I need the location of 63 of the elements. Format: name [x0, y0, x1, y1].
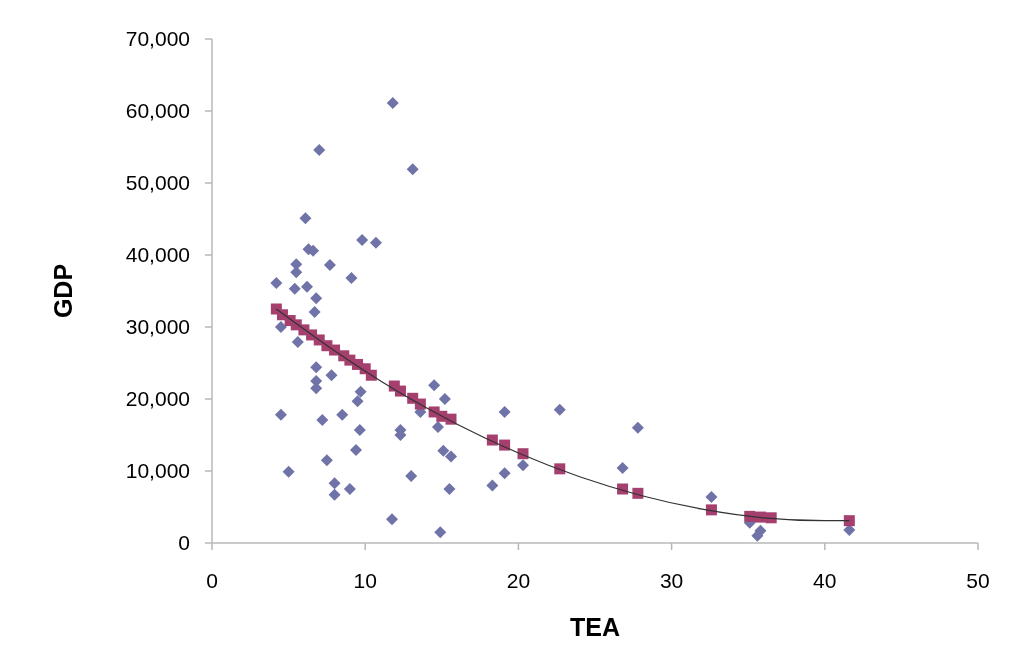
point: [498, 467, 511, 480]
point: [369, 236, 382, 249]
point: [444, 450, 457, 463]
point: [843, 515, 855, 527]
x-tick-label: 40: [813, 569, 837, 592]
point: [405, 470, 418, 483]
point: [386, 97, 399, 110]
point: [431, 421, 444, 434]
point: [310, 361, 323, 374]
y-tick-label: 40,000: [125, 243, 190, 267]
point: [288, 282, 301, 295]
point: [328, 488, 341, 501]
point: [386, 513, 399, 526]
point: [274, 321, 287, 333]
point: [350, 444, 363, 457]
point: [328, 477, 341, 490]
point: [434, 526, 447, 539]
y-tick-label: 0: [178, 531, 190, 555]
point: [705, 490, 718, 503]
point: [437, 444, 450, 457]
y-tick-label: 60,000: [125, 99, 190, 123]
point: [300, 280, 313, 293]
y-tick-label: 30,000: [125, 315, 190, 339]
y-tick-label: 10,000: [125, 459, 190, 483]
y-axis-title: GDP: [49, 263, 77, 319]
point: [323, 259, 336, 272]
y-tick-label: 70,000: [125, 27, 190, 51]
point: [320, 454, 333, 467]
x-tick-label: 30: [659, 569, 684, 592]
point: [291, 336, 304, 349]
point: [351, 395, 364, 408]
point: [553, 403, 566, 416]
point: [310, 292, 323, 305]
point: [336, 408, 349, 421]
point: [299, 212, 312, 225]
point: [316, 413, 329, 426]
point: [343, 483, 356, 495]
point: [353, 423, 366, 436]
point: [498, 405, 511, 418]
point: [616, 462, 629, 475]
y-tick-label: 50,000: [125, 171, 190, 195]
point: [428, 379, 441, 392]
point: [308, 305, 321, 318]
point: [282, 465, 295, 478]
x-tick-label: 0: [206, 569, 218, 592]
point: [406, 163, 419, 176]
y-tick-label: 20,000: [125, 387, 190, 411]
x-tick-label: 20: [506, 569, 531, 592]
x-tick-label: 50: [966, 569, 990, 592]
point: [486, 479, 499, 492]
point: [517, 459, 529, 472]
point: [354, 385, 367, 398]
point: [356, 233, 369, 246]
point: [274, 408, 287, 421]
point: [631, 421, 644, 434]
point: [443, 483, 456, 495]
point: [313, 143, 326, 156]
point: [270, 277, 283, 290]
x-tick-label: 10: [353, 569, 377, 592]
point: [345, 272, 358, 285]
point: [438, 393, 451, 405]
point: [325, 369, 338, 382]
x-axis-title: TEA: [570, 613, 620, 641]
